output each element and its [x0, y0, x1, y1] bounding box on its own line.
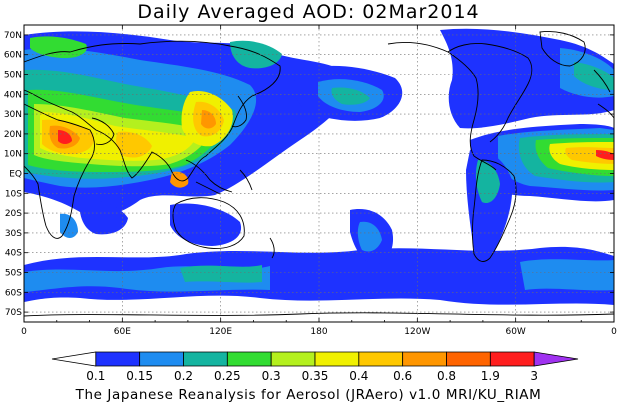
lat-label: 70N [4, 31, 22, 41]
coast-africa [24, 103, 95, 239]
coast-japan [231, 95, 247, 128]
colorbar-label: 0.8 [437, 369, 456, 383]
map-title: Daily Averaged AOD: 02Mar2014 [137, 1, 480, 23]
plot-area: 70N 60N 50N 40N 30N 20N 10N EQ 10S 20S 30S 40S 50S 60… [4, 24, 617, 337]
colorbar-swatch [95, 351, 141, 367]
lat-label: EQ [9, 170, 22, 180]
lon-label: 0 [611, 327, 617, 337]
aod-north-pacific-teal [331, 87, 370, 105]
colorbar-label: 0.4 [349, 369, 368, 383]
aod-contour-fields [24, 28, 614, 305]
lat-label: 60S [5, 288, 22, 298]
coast-arabia [91, 117, 115, 145]
colorbar-swatch [358, 351, 404, 367]
aod-south-atlantic [520, 259, 614, 291]
colorbar-label: 0.2 [174, 369, 193, 383]
coast-greenland [539, 31, 586, 67]
aod-siberia-green [30, 36, 87, 58]
aod-atlantic-dust-peak [596, 150, 614, 160]
lat-label: 70S [5, 308, 22, 318]
axis-ticks [23, 25, 615, 322]
aod-india-orange [116, 131, 152, 158]
lat-label: 50S [5, 269, 22, 279]
colorbar-swatch [314, 351, 360, 367]
latitude-axis: 70N 60N 50N 40N 30N 20N 10N EQ 10S 20S 30S 40S 50S 60… [4, 31, 22, 318]
colorbar-label: 0.35 [302, 369, 329, 383]
lat-label: 20S [5, 209, 22, 219]
coast-europe-asia [24, 40, 281, 182]
lon-label: 120E [209, 327, 232, 337]
colorbar-label: 0.1 [86, 369, 105, 383]
colorbar-swatch [226, 351, 272, 367]
coast-n-america [387, 41, 533, 171]
lat-label: 30N [4, 110, 22, 120]
aod-sahara-peak [58, 130, 72, 144]
colorbar-swatch [489, 351, 535, 367]
lat-label: 10N [4, 150, 22, 160]
colorbar-swatch [51, 351, 97, 367]
colorbar: 0.1 0.15 0.2 0.25 0.3 0.35 0.4 0.6 0.8 1.9 3 [51, 351, 579, 383]
aod-china-deep [201, 110, 216, 129]
coast-europe-west [593, 69, 614, 119]
lat-label: 40N [4, 90, 22, 100]
colorbar-swatch [270, 351, 316, 367]
colorbar-swatch [446, 351, 491, 367]
coast-antarctica [24, 312, 614, 317]
lon-label: 180 [310, 327, 327, 337]
lat-label: 40S [5, 249, 22, 259]
colorbar-label: 0.3 [262, 369, 281, 383]
lon-label: 60W [505, 327, 525, 337]
aod-south-pacific-inner [357, 221, 382, 252]
colorbar-swatch [402, 351, 447, 367]
coast-s-america [472, 159, 517, 262]
graticule [24, 25, 614, 322]
lat-label: 10S [5, 189, 22, 199]
coast-nz [269, 237, 275, 259]
colorbar-label: 0.6 [393, 369, 412, 383]
aod-s-america-teal [475, 160, 500, 204]
aod-indian-ocean [79, 199, 128, 235]
coastlines [24, 31, 614, 317]
aod-n-atlantic-teal [574, 62, 614, 90]
coast-australia [172, 197, 245, 249]
colorbar-label: 1.9 [481, 369, 500, 383]
longitude-axis: 0 60E 120E 180 120W 60W 0 [21, 327, 617, 337]
colorbar-label: 3 [530, 369, 538, 383]
aod-australia [170, 203, 242, 246]
lat-label: 30S [5, 229, 22, 239]
lat-label: 60N [4, 51, 22, 61]
colorbar-swatch [139, 351, 184, 367]
lat-label: 20N [4, 130, 22, 140]
lon-label: 0 [21, 327, 27, 337]
colorbar-swatch [533, 351, 579, 367]
colorbar-label: 0.15 [126, 369, 153, 383]
lat-label: 50N [4, 71, 22, 81]
colorbar-label: 0.25 [214, 369, 241, 383]
lon-label: 120W [404, 327, 430, 337]
colorbar-swatch [183, 351, 228, 367]
aod-southern-ocean-inner2 [180, 265, 262, 283]
lon-label: 60E [114, 327, 131, 337]
coast-se-asia [185, 159, 253, 195]
footer-caption: The Japanese Reanalysis for Aerosol (JRA… [75, 387, 542, 403]
